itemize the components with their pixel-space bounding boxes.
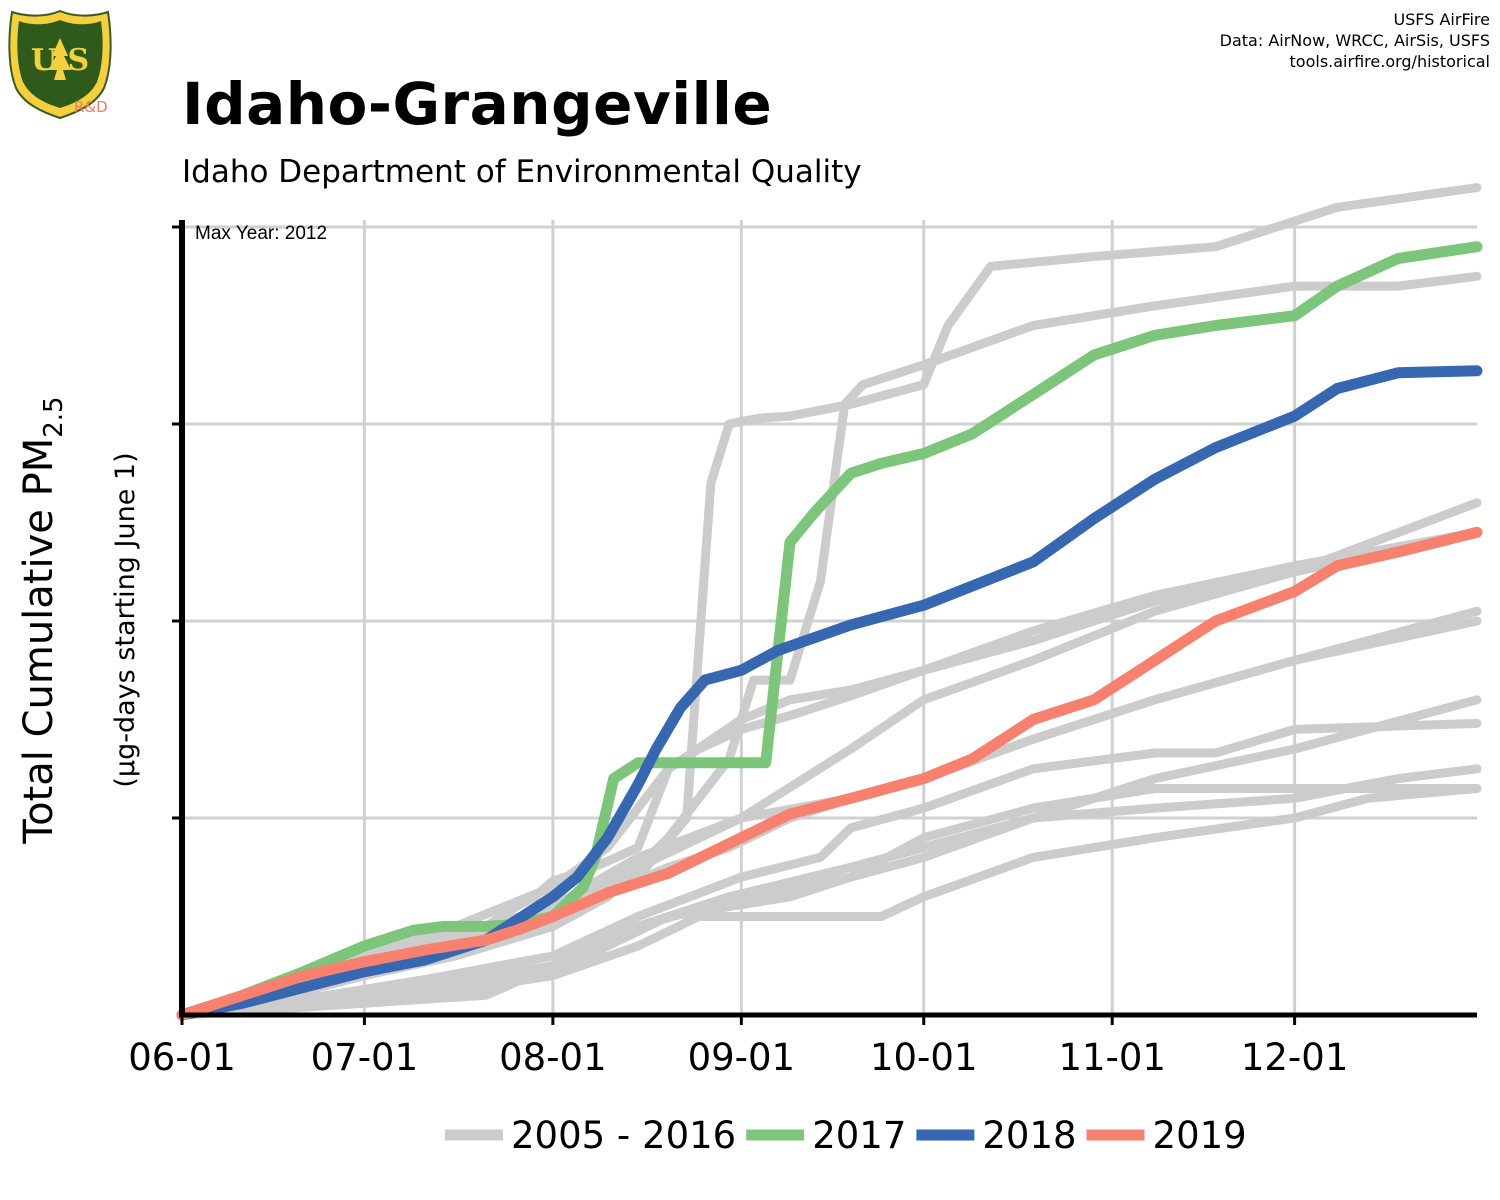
max-year-annotation: Max Year: 2012: [195, 223, 327, 244]
series-line-historical-7: [177, 695, 1482, 1020]
credit-line-1: USFS AirFire: [1393, 10, 1490, 29]
axis-layer: 06-01 07-01 08-01 09-01 10-01 11-01 12-01: [128, 220, 1477, 1079]
rnd-badge: R&D: [74, 98, 108, 116]
series-line-2019: [176, 526, 1483, 1021]
legend-label-1: 2005 - 2016: [511, 1114, 736, 1157]
series-line-2017: [176, 241, 1483, 1021]
y-axis-label-main: Total Cumulative PM: [16, 438, 62, 845]
usfs-shield-icon: U S: [8, 9, 112, 120]
y-axis-label-sub: 2.5: [39, 396, 69, 437]
y-axis-label: Total Cumulative PM2.5: [16, 396, 69, 844]
legend-item-4: 2019: [1086, 1114, 1247, 1157]
legend-item-1: 2005 - 2016: [445, 1114, 736, 1157]
x-tick-label-1: 06-01: [128, 1036, 236, 1079]
svg-text:Total Cumulative PM2.5: Total Cumulative PM2.5: [16, 396, 69, 844]
series-line-historical-12: [177, 527, 1482, 1020]
legend-item-3: 2018: [916, 1114, 1077, 1157]
series-line-historical-8: [177, 718, 1482, 1020]
x-tick-label-7: 12-01: [1241, 1036, 1349, 1079]
x-tick-label-5: 10-01: [870, 1036, 978, 1079]
legend-label-3: 2018: [982, 1114, 1076, 1157]
series-line-historical-2: [177, 271, 1482, 1020]
grid-layer: [182, 220, 1477, 1015]
legend-label-4: 2019: [1153, 1114, 1247, 1157]
y-axis-note: (µg-days starting June 1): [110, 452, 141, 787]
series-line-historical-3: [177, 498, 1482, 1020]
x-tick-label-4: 09-01: [688, 1036, 796, 1079]
x-tick-label-3: 08-01: [499, 1036, 607, 1079]
legend: 2005 - 2016 2017 2018 2019: [445, 1114, 1247, 1157]
x-tick-label-6: 11-01: [1058, 1036, 1166, 1079]
x-tick-label-2: 07-01: [311, 1036, 419, 1079]
legend-label-2: 2017: [812, 1114, 906, 1157]
series-layer: [176, 183, 1483, 1021]
series-line-historical-11: [177, 784, 1482, 1020]
series-line-2018: [176, 365, 1483, 1021]
page-title: Idaho-Grangeville: [182, 70, 773, 138]
credit-line-2: Data: AirNow, WRCC, AirSis, USFS: [1219, 31, 1490, 50]
credit-line-3: tools.airfire.org/historical: [1289, 52, 1490, 71]
legend-item-2: 2017: [746, 1114, 906, 1157]
credits: USFS AirFire Data: AirNow, WRCC, AirSis,…: [1220, 9, 1490, 72]
page-subtitle: Idaho Department of Environmental Qualit…: [182, 154, 862, 190]
